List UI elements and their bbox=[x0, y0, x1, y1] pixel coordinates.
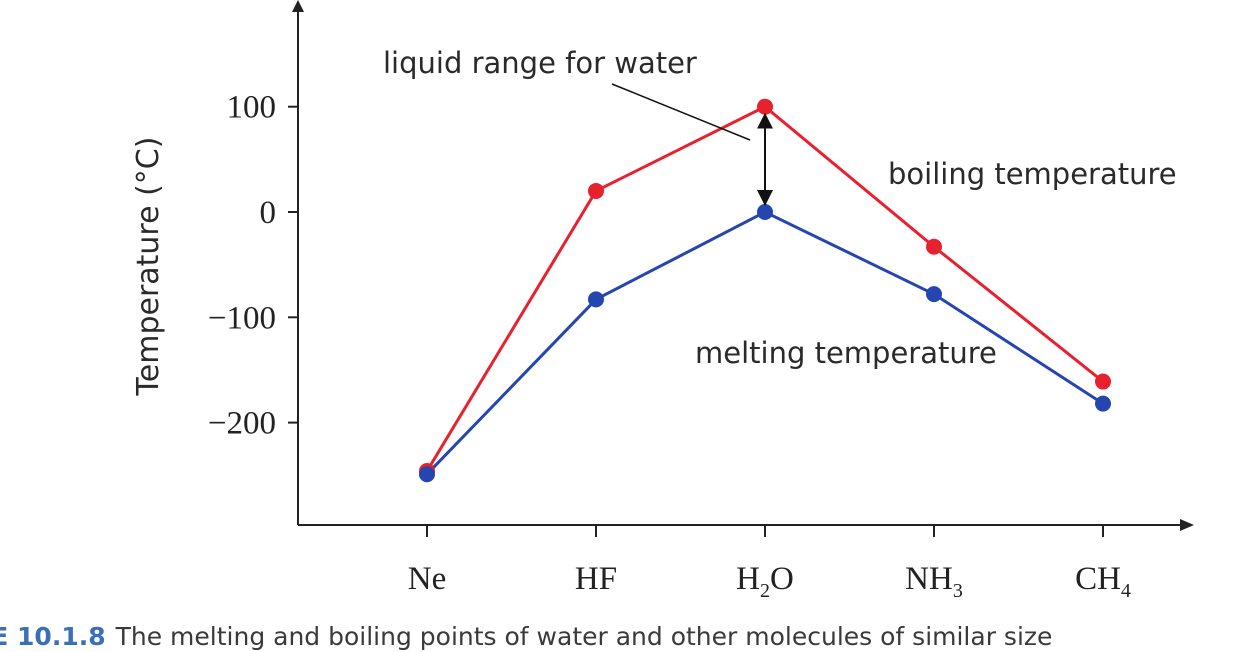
boiling-series-label: boiling temperature bbox=[888, 157, 1177, 191]
caption-text: The melting and boiling points of water … bbox=[115, 622, 1053, 651]
figure-caption: RE 10.1.8 The melting and boiling points … bbox=[0, 622, 1052, 651]
figure-number: RE 10.1.8 bbox=[0, 622, 106, 651]
annotation-text: liquid range for water bbox=[383, 46, 697, 80]
series-1-point-0 bbox=[419, 466, 435, 483]
x-tick-label-3: NH3 bbox=[905, 561, 963, 602]
series-0-point-4 bbox=[1095, 373, 1111, 390]
series-1-point-3 bbox=[926, 286, 942, 303]
x-tick-label-1: HF bbox=[575, 561, 617, 597]
melting-series-label: melting temperature bbox=[695, 336, 997, 370]
y-tick-label-2: −100 bbox=[208, 300, 276, 336]
series-1-point-4 bbox=[1095, 395, 1111, 412]
y-tick-label-1: 0 bbox=[260, 195, 277, 231]
y-axis-label: Temperature (°C) bbox=[131, 137, 166, 397]
x-tick-label-2: H2O bbox=[736, 561, 794, 602]
series-0-point-1 bbox=[588, 182, 604, 199]
series-1-point-2 bbox=[757, 204, 773, 220]
series-0-point-2 bbox=[757, 98, 773, 115]
x-tick-label-4: CH4 bbox=[1075, 561, 1131, 602]
x-tick-label-0: Ne bbox=[408, 561, 446, 597]
y-tick-label-0: 100 bbox=[227, 90, 277, 126]
y-axis-arrow bbox=[292, 0, 304, 12]
x-axis-arrow bbox=[1180, 519, 1194, 531]
series-1-point-1 bbox=[588, 291, 604, 308]
series-0-point-3 bbox=[926, 238, 942, 255]
y-tick-label-3: −200 bbox=[208, 406, 276, 442]
annotation-leader-line bbox=[611, 83, 751, 141]
